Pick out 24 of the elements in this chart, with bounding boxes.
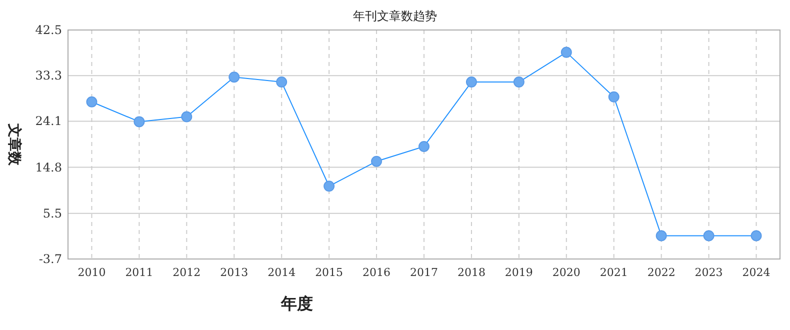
x-axis-title: 年度 — [280, 294, 313, 313]
chart-title: 年刊文章数趋势 — [353, 9, 437, 23]
y-tick-label: 33.3 — [35, 68, 62, 83]
x-tick-label: 2020 — [552, 266, 580, 279]
x-tick-label: 2011 — [125, 266, 154, 279]
x-tick-label: 2024 — [742, 266, 770, 279]
x-tick-label: 2012 — [172, 266, 201, 279]
x-tick-label: 2010 — [78, 266, 106, 279]
x-tick-label: 2016 — [362, 266, 391, 279]
y-tick-label: 14.8 — [35, 160, 62, 174]
x-tick-label: 2013 — [220, 266, 248, 279]
x-tick-label: 2019 — [504, 266, 533, 279]
x-tick-label: 2023 — [694, 266, 723, 279]
x-tick-label: 2018 — [457, 266, 486, 279]
y-tick-label: 24.1 — [35, 114, 62, 128]
y-tick-label: 5.5 — [42, 206, 62, 220]
x-tick-label: 2015 — [315, 266, 344, 279]
y-tick-label: -3.7 — [38, 252, 62, 266]
x-tick-label: 2017 — [410, 266, 438, 279]
y-axis-title: 文章数 — [6, 122, 23, 166]
x-tick-label: 2022 — [647, 266, 676, 279]
x-tick-label: 2021 — [600, 266, 628, 279]
x-tick-label: 2014 — [268, 266, 296, 279]
y-tick-label: 42.5 — [35, 23, 62, 37]
